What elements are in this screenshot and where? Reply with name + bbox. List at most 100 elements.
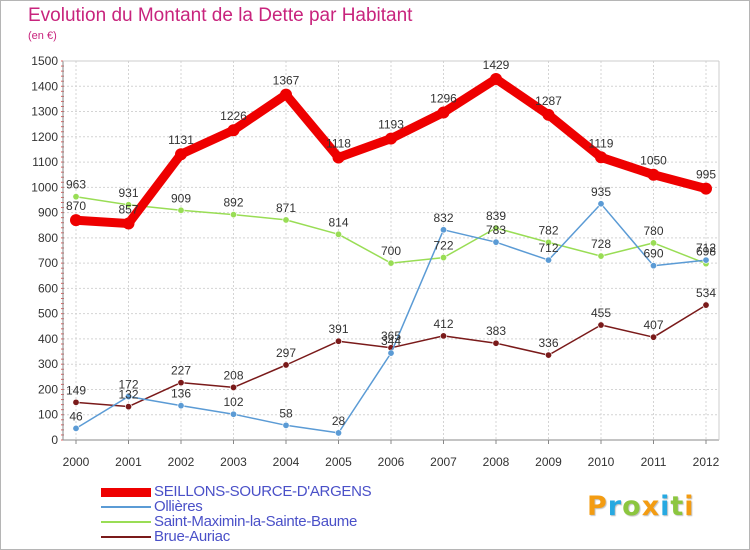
data-point [647, 168, 660, 181]
data-point [595, 151, 607, 164]
data-label: 534 [696, 286, 716, 300]
data-point [177, 379, 185, 387]
data-point [72, 424, 80, 432]
data-point [122, 217, 135, 230]
legend-label: SEILLONS-SOURCE-D'ARGENS [154, 483, 372, 500]
data-point [649, 262, 657, 270]
data-point [492, 238, 500, 246]
y-tick-label: 700 [38, 256, 58, 270]
data-label: 931 [118, 186, 138, 200]
data-label: 832 [433, 211, 453, 225]
data-point [597, 200, 605, 208]
x-tick-label: 2010 [588, 455, 615, 469]
data-point [387, 349, 395, 357]
data-point [282, 216, 290, 224]
data-point [72, 193, 80, 201]
data-label: 455 [591, 306, 611, 320]
data-point [439, 254, 447, 262]
data-label: 1119 [589, 136, 614, 150]
x-tick-label: 2002 [168, 455, 195, 469]
y-tick-label: 1500 [31, 54, 58, 68]
data-label: 365 [381, 329, 401, 343]
data-label: 871 [276, 201, 296, 215]
data-label: 297 [276, 346, 296, 360]
data-point [227, 124, 240, 137]
data-label: 227 [171, 364, 191, 378]
chart-title: Evolution du Montant de la Dette par Hab… [28, 5, 413, 26]
legend-label: Ollières [154, 498, 203, 515]
data-point [439, 226, 447, 234]
data-label: 722 [433, 239, 453, 253]
data-label: 149 [66, 383, 86, 397]
x-tick-label: 2000 [63, 455, 90, 469]
data-label: 1118 [326, 137, 351, 151]
y-tick-label: 900 [38, 206, 58, 220]
logo-letter: o [622, 491, 642, 522]
data-point [282, 421, 290, 429]
data-label: 892 [223, 196, 243, 210]
y-tick-label: 1200 [31, 130, 58, 144]
data-label: 58 [279, 406, 293, 420]
data-label: 870 [66, 199, 86, 213]
data-label: 136 [171, 387, 191, 401]
data-label: 935 [591, 185, 611, 199]
x-tick-label: 2012 [693, 455, 720, 469]
data-label: 1367 [273, 74, 300, 88]
data-label: 690 [643, 247, 663, 261]
y-tick-label: 500 [38, 307, 58, 321]
data-label: 383 [486, 324, 506, 338]
y-tick-label: 1400 [31, 79, 58, 93]
data-label: 1296 [430, 92, 457, 106]
data-label: 712 [696, 241, 716, 255]
data-label: 1287 [535, 94, 562, 108]
data-label: 712 [538, 241, 558, 255]
data-point [492, 339, 500, 347]
data-point [230, 383, 238, 391]
data-label: 783 [486, 223, 506, 237]
data-point [597, 252, 605, 260]
data-point [700, 182, 712, 195]
y-tick-label: 300 [38, 357, 58, 371]
data-point [544, 351, 552, 359]
data-point [175, 148, 187, 161]
y-tick-label: 0 [51, 433, 58, 447]
legend-swatch [101, 506, 151, 508]
data-point [649, 239, 657, 247]
data-label: 102 [223, 395, 243, 409]
proxiti-logo: Proxiti [587, 491, 695, 522]
data-point [334, 337, 342, 345]
y-tick-label: 200 [38, 382, 58, 396]
y-tick-label: 600 [38, 281, 58, 295]
grid [63, 60, 719, 441]
data-label: 909 [171, 191, 191, 205]
data-label: 1050 [640, 154, 667, 168]
axes: 0 100 200 300 400 500 600 700 800 900 1000 1100 1200… [31, 54, 719, 469]
data-point [544, 238, 552, 246]
data-point [334, 230, 342, 238]
data-label: 857 [118, 202, 138, 216]
x-tick-label: 2008 [483, 455, 510, 469]
y-tick-label: 400 [38, 332, 58, 346]
data-label: 391 [328, 322, 348, 336]
data-label: 1131 [168, 133, 194, 147]
y-tick-label: 100 [38, 408, 58, 422]
y-tick-label: 1300 [31, 105, 58, 119]
data-point [282, 361, 290, 369]
data-point [334, 429, 342, 437]
data-label: 46 [69, 409, 83, 423]
data-point [125, 393, 133, 401]
series-layer [70, 72, 712, 437]
data-label: 1429 [483, 58, 510, 72]
data-point [125, 403, 133, 411]
logo-letter: i [660, 491, 671, 522]
chart-subtitle: (en €) [28, 30, 57, 42]
data-point [649, 333, 657, 341]
data-label: 814 [328, 215, 348, 229]
data-point [597, 321, 605, 329]
data-label: 208 [223, 368, 243, 382]
data-point [702, 256, 710, 264]
data-point [492, 224, 500, 232]
y-tick-label: 1100 [32, 155, 58, 169]
